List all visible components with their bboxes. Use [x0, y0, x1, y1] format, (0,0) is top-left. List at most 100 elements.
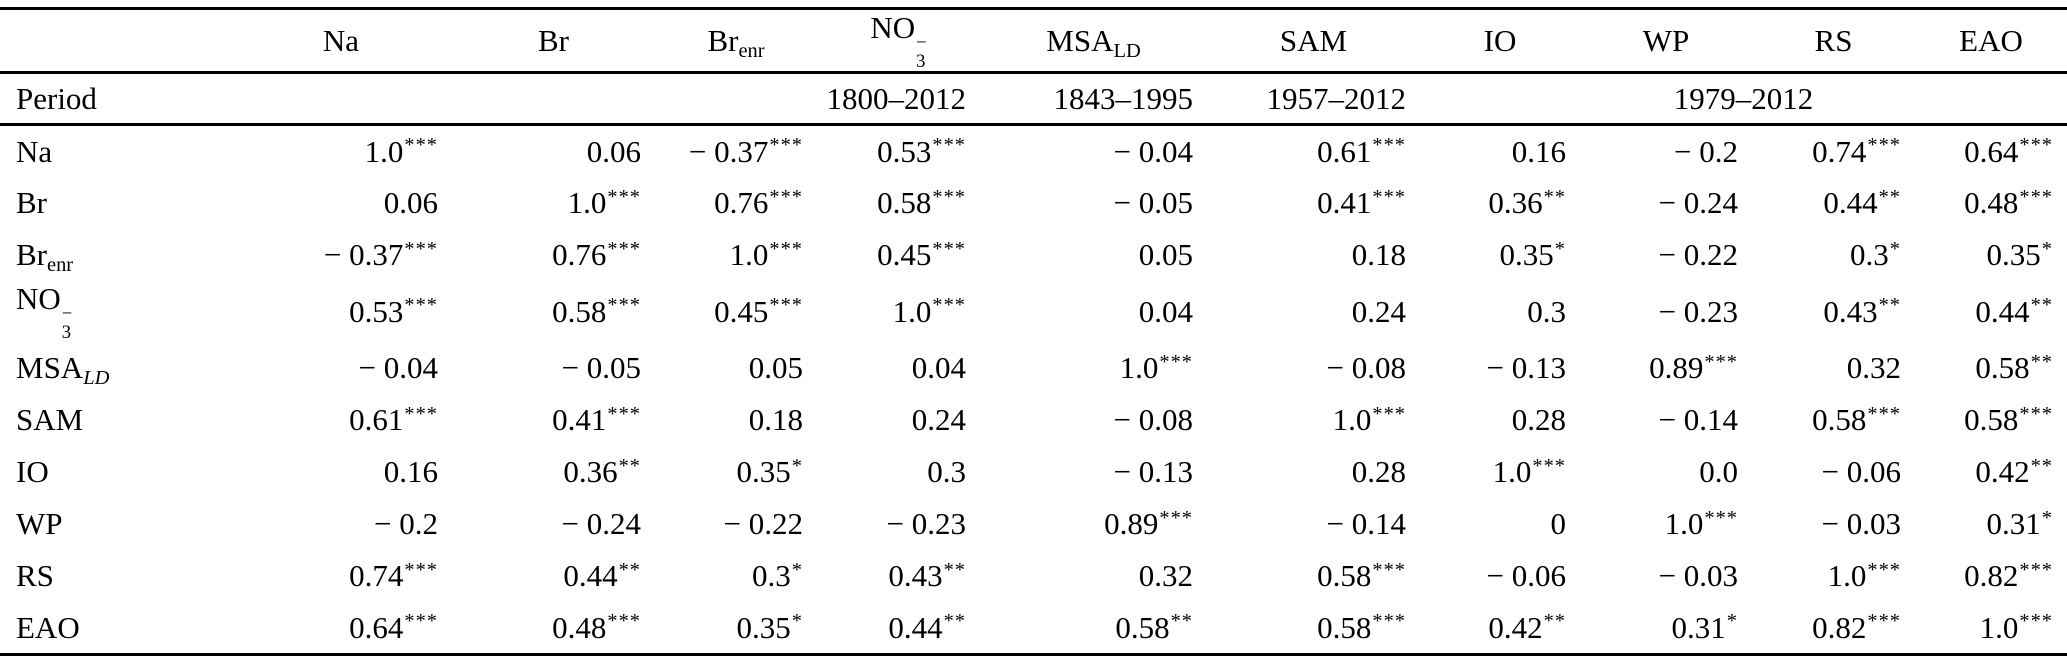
period-row: Period 1800–2012 1843–1995 1957–2012 1979–20… [0, 73, 2067, 125]
correlation-value: − 0.13 [1113, 454, 1193, 490]
correlation-value: 0.18 [748, 402, 803, 438]
correlation-value: 1.0*** [892, 293, 966, 329]
significance-stars: *** [1372, 610, 1406, 633]
subscript: enr [738, 39, 765, 62]
row-label: MSALD [16, 350, 110, 390]
correlation-value: 0.82*** [1964, 558, 2053, 594]
significance-stars: ** [2030, 455, 2053, 478]
correlation-value: 0.06 [383, 184, 438, 220]
significance-stars: *** [1867, 559, 1901, 582]
column-header: MSALD [1046, 22, 1141, 62]
table-row: Na 1.0*** 0.06 − 0.37*** 0.53*** − 0.04 0.61**… [0, 125, 2067, 177]
significance-stars: *** [2019, 185, 2053, 208]
significance-stars: *** [1867, 610, 1901, 633]
correlation-value: 0.35* [736, 454, 803, 490]
row-label: Br [16, 184, 47, 220]
row-label: SAM [16, 402, 84, 438]
significance-stars: *** [404, 403, 438, 426]
row-label: NO −3 [16, 280, 73, 343]
correlation-value: − 0.06 [1486, 558, 1566, 594]
column-header: Na [322, 22, 360, 58]
significance-stars: *** [607, 403, 641, 426]
significance-stars: *** [932, 237, 966, 260]
correlation-value: 0.35* [736, 609, 803, 645]
significance-stars: *** [2019, 610, 2053, 633]
significance-stars: *** [607, 185, 641, 208]
correlation-value: − 0.24 [561, 506, 641, 542]
correlation-value: 0.64*** [1964, 133, 2053, 169]
correlation-value: − 0.06 [1821, 454, 1901, 490]
correlation-value: 0.05 [748, 350, 803, 386]
significance-stars: * [2041, 507, 2053, 530]
correlation-value: − 0.22 [723, 506, 803, 542]
correlation-value: 0.31* [1986, 506, 2053, 542]
significance-stars: *** [1159, 351, 1193, 374]
significance-stars: *** [1372, 403, 1406, 426]
correlation-value: 0.53*** [877, 133, 966, 169]
significance-stars: ** [1543, 185, 1566, 208]
significance-stars: *** [1372, 559, 1406, 582]
correlation-value: 0.41*** [1317, 184, 1406, 220]
significance-stars: ** [1878, 294, 1901, 317]
significance-stars: *** [404, 237, 438, 260]
significance-stars: ** [618, 455, 641, 478]
correlation-value: 0.16 [383, 454, 438, 490]
significance-stars: *** [607, 237, 641, 260]
significance-stars: *** [1867, 134, 1901, 157]
column-header: NO −3 [870, 10, 927, 72]
significance-stars: ** [2030, 294, 2053, 317]
correlation-value: 0.58*** [1812, 402, 1901, 438]
significance-stars: *** [932, 134, 966, 157]
subscript: enr [47, 254, 74, 277]
correlation-value: 1.0*** [729, 236, 803, 272]
table-row: Brenr − 0.37*** 0.76*** 1.0*** 0.45*** 0.05 0.… [0, 229, 2067, 281]
significance-stars: *** [769, 294, 803, 317]
correlation-value: 0.42** [1975, 454, 2053, 490]
significance-stars: *** [769, 185, 803, 208]
correlation-value: − 0.22 [1658, 236, 1738, 272]
correlation-value: 0.41*** [552, 402, 641, 438]
correlation-value: − 0.13 [1486, 350, 1566, 386]
correlation-value: − 0.23 [886, 506, 966, 542]
correlation-value: − 0.05 [1113, 184, 1193, 220]
period-span: 1843–1995 [1053, 80, 1194, 116]
significance-stars: *** [2019, 134, 2053, 157]
correlation-value: 0.44** [1975, 293, 2053, 329]
significance-stars: * [1889, 237, 1901, 260]
stacked-sub-superscript: −3 [61, 303, 73, 343]
correlation-value: 0.16 [1511, 133, 1566, 169]
significance-stars: *** [932, 294, 966, 317]
correlation-value: − 0.23 [1658, 293, 1738, 329]
row-label: Brenr [16, 236, 74, 277]
significance-stars: *** [607, 294, 641, 317]
significance-stars: *** [2019, 559, 2053, 582]
correlation-value: 0.44** [888, 609, 966, 645]
subscript: LD [83, 367, 110, 390]
correlation-value: 0.82*** [1812, 609, 1901, 645]
correlation-value: 1.0*** [1492, 454, 1566, 490]
table-row: WP − 0.2 − 0.24 − 0.22 − 0.23 0.89*** − 0.14 0 1… [0, 498, 2067, 550]
correlation-value: 0.43** [888, 558, 966, 594]
correlation-value: 1.0*** [1332, 402, 1406, 438]
correlation-value: 0.74*** [1812, 133, 1901, 169]
significance-stars: *** [404, 294, 438, 317]
correlation-value: − 0.05 [561, 350, 641, 386]
correlation-value: 0.28 [1511, 402, 1566, 438]
correlation-value: 0.35* [1986, 236, 2053, 272]
row-label: Na [16, 133, 53, 169]
table-row: IO 0.16 0.36** 0.35* 0.3 − 0.13 0.28 1.0*** 0.0 −… [0, 446, 2067, 498]
correlation-value: 0.24 [911, 402, 966, 438]
correlation-value: 1.0*** [1979, 609, 2053, 645]
row-label: IO [16, 454, 49, 490]
corner-cell [0, 9, 230, 73]
correlation-value: 0.89*** [1104, 506, 1193, 542]
significance-stars: *** [1704, 351, 1738, 374]
significance-stars: * [2041, 237, 2053, 260]
significance-stars: *** [932, 185, 966, 208]
period-span: 1979–2012 [1673, 80, 1814, 116]
correlation-value: 0.3* [752, 558, 803, 594]
significance-stars: *** [404, 559, 438, 582]
correlation-value: 0.31* [1671, 609, 1738, 645]
correlation-value: 0.28 [1351, 454, 1406, 490]
period-span: 1800–2012 [826, 80, 967, 116]
